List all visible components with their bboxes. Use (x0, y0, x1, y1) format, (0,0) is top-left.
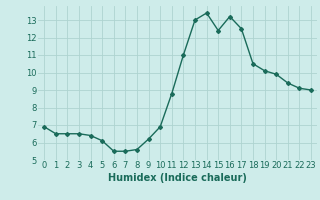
X-axis label: Humidex (Indice chaleur): Humidex (Indice chaleur) (108, 173, 247, 183)
